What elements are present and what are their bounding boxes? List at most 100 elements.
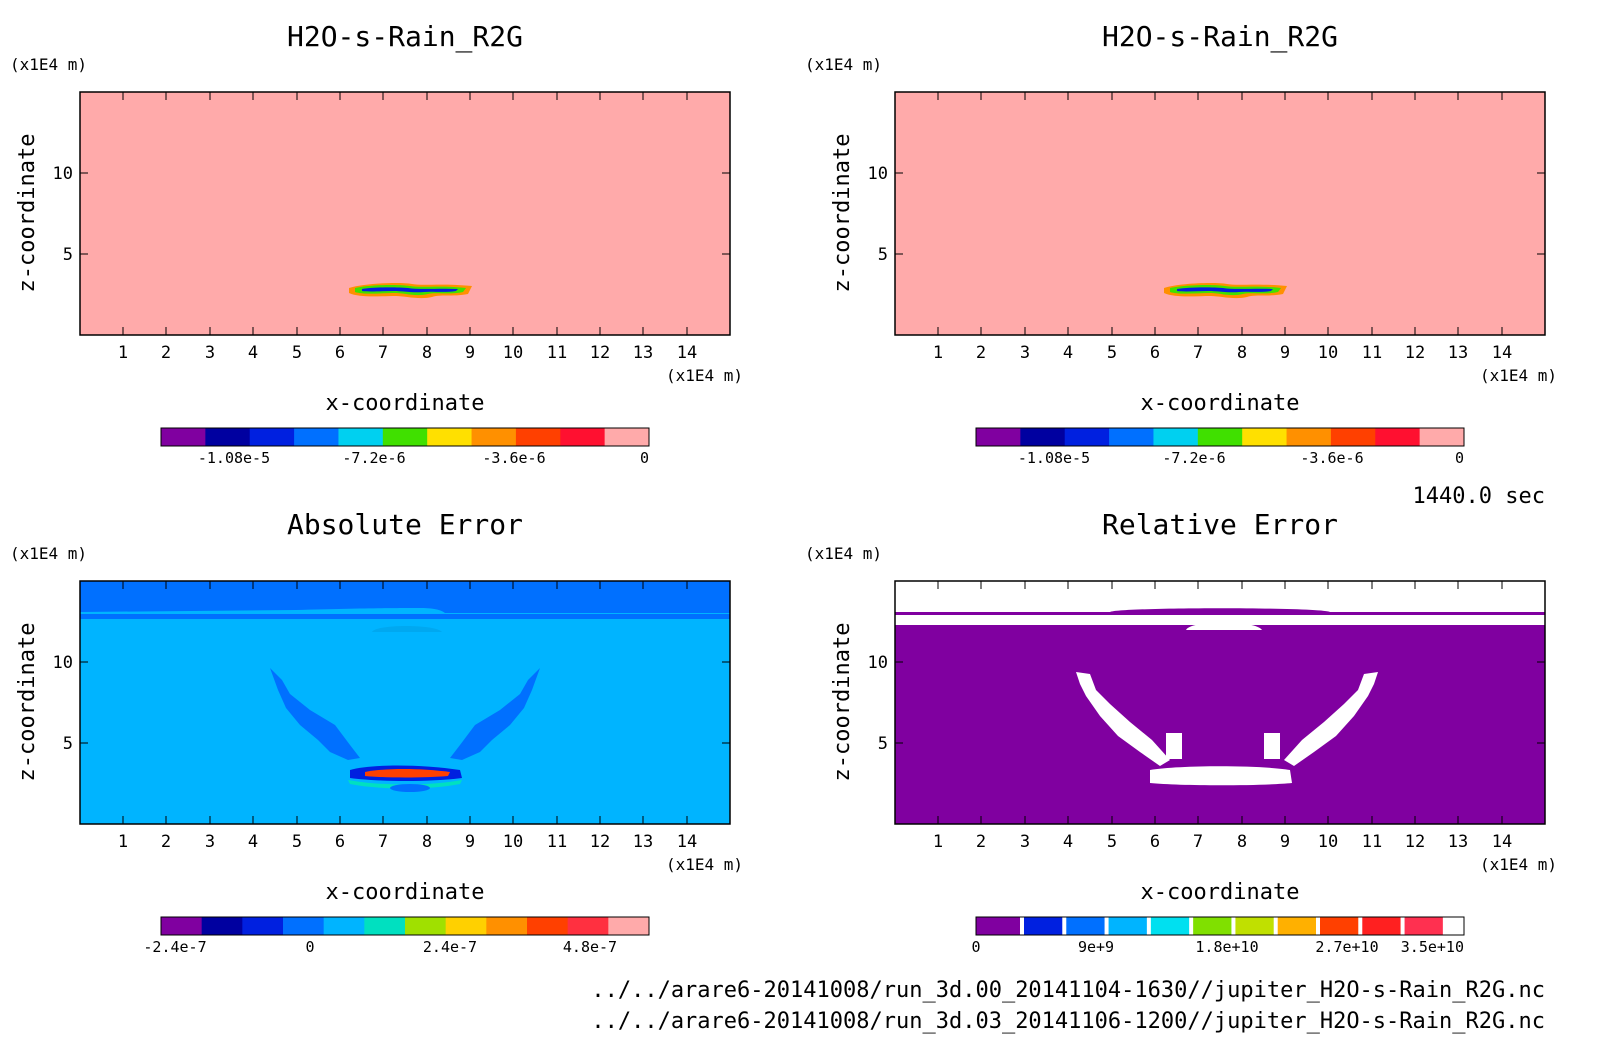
colorbar-swatch (323, 917, 365, 935)
x-unit-label: (x1E4 m) (666, 366, 743, 385)
x-tick-label: 1 (933, 343, 943, 363)
axis-ticks (895, 92, 1545, 335)
colorbar-tick-label: 3.5e+10 (1401, 938, 1464, 956)
blank-patch (1166, 733, 1182, 759)
colorbar-swatch (1404, 917, 1444, 935)
x-tick-label: 4 (1063, 343, 1073, 363)
x-unit-label: (x1E4 m) (1480, 855, 1557, 874)
colorbar-swatch (567, 917, 609, 935)
top-blank (895, 581, 1545, 612)
colorbar-swatch (1419, 428, 1465, 446)
colorbar-tick-label: -1.08e-5 (198, 449, 270, 467)
colorbar-tick-label: -3.6e-6 (482, 449, 545, 467)
colorbar-swatch (1320, 917, 1359, 935)
y-tick-label: 10 (53, 653, 73, 673)
error-core-cyan (348, 780, 462, 789)
colorbar-tick-label: -7.2e-6 (342, 449, 405, 467)
y-axis-label: z-coordinate (830, 134, 855, 293)
x-tick-label: 9 (1280, 832, 1290, 852)
colorbar-swatch (560, 428, 606, 446)
y-tick-label: 5 (878, 245, 888, 265)
plot-frame (79, 580, 731, 825)
colorbar-swatch (608, 917, 650, 935)
colorbar-swatch (1109, 428, 1154, 446)
x-tick-label: 9 (1280, 343, 1290, 363)
y-tick-label: 10 (53, 164, 73, 184)
plot-frame (79, 91, 731, 336)
axis-ticks (80, 581, 730, 824)
panel-top-left: H2O-s-Rain_R2G (x1E4 m) z-coordinate (10, 20, 743, 467)
colorbar-swatch (364, 917, 406, 935)
colorbar-swatch (242, 917, 284, 935)
colorbar-swatch (1066, 917, 1106, 935)
blank-band (895, 615, 1545, 625)
x-tick-labels: 1 2 3 4 5 6 7 8 9 10 11 12 13 14 (933, 832, 1512, 852)
x-tick-label: 1 (118, 343, 128, 363)
rain-feature-core (362, 287, 458, 293)
y-unit-label: (x1E4 m) (10, 55, 87, 74)
colorbar-tick-label: 4.8e-7 (563, 938, 617, 956)
x-tick-label: 14 (1492, 832, 1512, 852)
purple-band (895, 608, 1545, 615)
heatmap-field (895, 92, 1545, 335)
colorbar-swatch (1273, 917, 1279, 935)
x-tick-label: 10 (1318, 343, 1338, 363)
x-tick-label: 13 (633, 343, 653, 363)
blank-patch (1264, 733, 1280, 759)
wing-left-blank (1076, 672, 1170, 766)
colorbar: -1.08e-5 -7.2e-6 -3.6e-6 0 (160, 427, 650, 467)
x-tick-label: 11 (547, 343, 567, 363)
file-path-2: ../../arare6-20141008/run_3d.03_20141106… (591, 1009, 1545, 1034)
x-tick-label: 9 (465, 343, 475, 363)
colorbar: 0 9e+9 1.8e+10 2.7e+10 3.5e+10 (971, 916, 1465, 956)
x-tick-label: 10 (503, 343, 523, 363)
colorbar: -2.4e-7 0 2.4e-7 4.8e-7 (143, 916, 650, 956)
timestamp-label: 1440.0 sec (1413, 484, 1545, 509)
colorbar-swatch (1153, 428, 1199, 446)
colorbar-swatch (338, 428, 384, 446)
x-tick-label: 1 (118, 832, 128, 852)
colorbar-swatch (1330, 428, 1376, 446)
colorbar-tick-label: 2.7e+10 (1315, 938, 1378, 956)
colorbar-swatch (1242, 428, 1288, 446)
x-tick-label: 11 (1362, 343, 1382, 363)
wing-right (450, 668, 540, 760)
error-blob (390, 784, 430, 792)
x-tick-label: 13 (633, 832, 653, 852)
x-tick-label: 4 (248, 832, 258, 852)
x-tick-label: 13 (1448, 832, 1468, 852)
x-tick-label: 4 (1063, 832, 1073, 852)
panel-top-right: H2O-s-Rain_R2G (x1E4 m) z-coordinate (805, 20, 1557, 467)
x-tick-label: 6 (1150, 343, 1160, 363)
colorbar-swatch (1286, 428, 1332, 446)
x-tick-label: 2 (161, 832, 171, 852)
panel-title: Relative Error (1102, 508, 1338, 541)
colorbar-tick-label: 0 (1455, 449, 1464, 467)
x-tick-label: 3 (1020, 832, 1030, 852)
x-tick-label: 7 (378, 832, 388, 852)
colorbar-tick-label: 1.8e+10 (1195, 938, 1258, 956)
x-tick-label: 8 (422, 832, 432, 852)
plot-frame (894, 580, 1546, 825)
colorbar-tick-label: 9e+9 (1078, 938, 1114, 956)
file-path-1: ../../arare6-20141008/run_3d.00_20141104… (591, 978, 1545, 1003)
x-unit-label: (x1E4 m) (666, 855, 743, 874)
bump-blank (1186, 622, 1262, 630)
x-tick-label: 6 (335, 832, 345, 852)
colorbar-swatch (1197, 428, 1243, 446)
colorbar: -1.08e-5 -7.2e-6 -3.6e-6 0 (975, 427, 1465, 467)
y-tick-label: 5 (63, 245, 73, 265)
colorbar-swatch (427, 428, 473, 446)
x-tick-label: 7 (1193, 832, 1203, 852)
x-tick-label: 13 (1448, 343, 1468, 363)
x-tick-label: 5 (1107, 343, 1117, 363)
x-tick-labels: 1 2 3 4 5 6 7 8 9 10 11 12 13 14 (933, 343, 1512, 363)
y-unit-label: (x1E4 m) (10, 544, 87, 563)
axis-ticks (895, 581, 1545, 824)
y-unit-label: (x1E4 m) (805, 55, 882, 74)
x-tick-label: 5 (1107, 832, 1117, 852)
x-tick-label: 14 (677, 343, 697, 363)
colorbar-swatch (1150, 917, 1190, 935)
panel-title: H2O-s-Rain_R2G (1102, 20, 1338, 54)
x-tick-label: 1 (933, 832, 943, 852)
